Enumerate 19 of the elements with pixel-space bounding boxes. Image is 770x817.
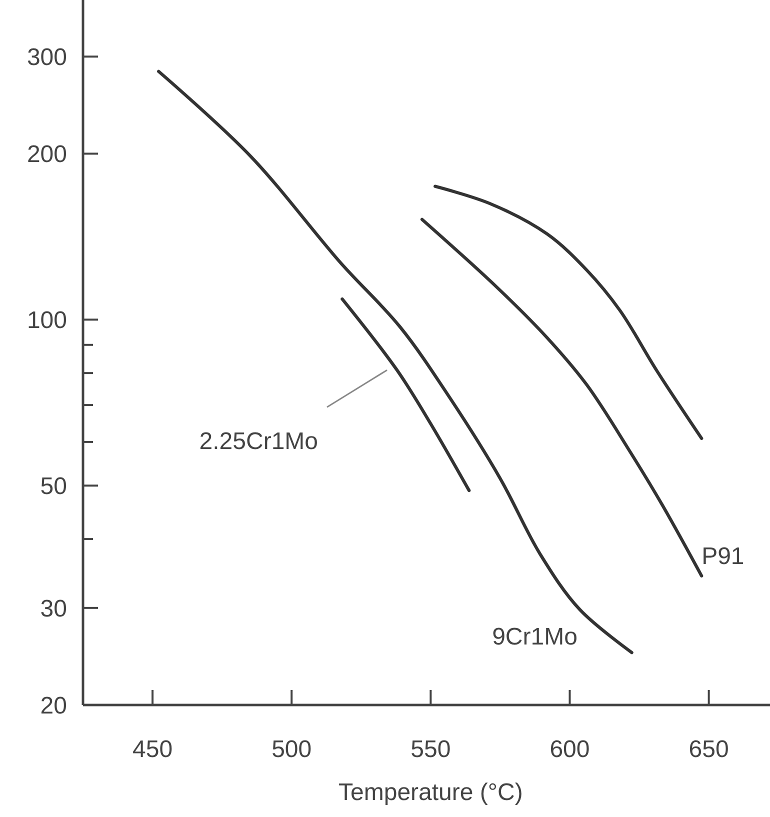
y-tick-label: 50: [40, 473, 67, 500]
line-series: [434, 184, 704, 440]
y-tick-label: 20: [40, 692, 67, 720]
y-tick-label: 300: [26, 44, 67, 71]
x-tick-label: 500: [272, 736, 312, 763]
y-tick-label: 30: [40, 595, 67, 622]
x-tick-label: 600: [550, 736, 590, 763]
line-series: [157, 70, 634, 654]
line-series: [340, 297, 471, 492]
x-tick-label: 550: [410, 736, 451, 763]
x-axis-title: Temperature (°C): [338, 779, 523, 806]
x-tick-label: 650: [688, 736, 729, 763]
y-tick-label: 200: [26, 141, 67, 168]
series-label: 9Cr1Mo: [492, 624, 578, 651]
y-tick-label: 100: [26, 307, 67, 334]
series-label: P91: [702, 542, 744, 570]
text: 2.25Cr1Mo: [199, 428, 318, 456]
line-series: [420, 218, 704, 578]
x-tick-label: 450: [132, 736, 173, 763]
